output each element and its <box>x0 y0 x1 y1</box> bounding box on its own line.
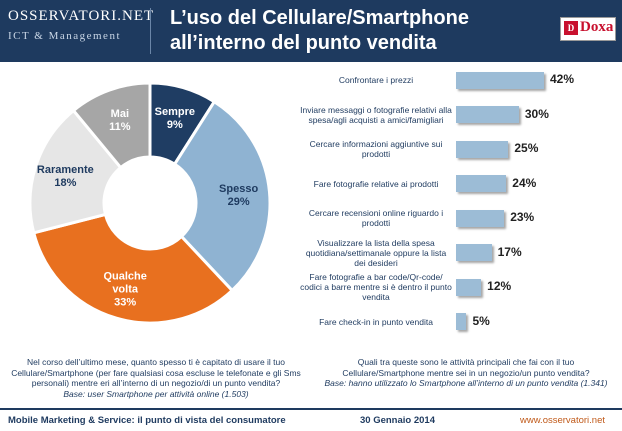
pie-question-base: Base: user Smartphone per attività onlin… <box>63 388 249 399</box>
bar-label-5: Cercare recensioni online riguardo i pro… <box>308 208 444 228</box>
bar-value-2: 30% <box>524 106 549 121</box>
bar-2 <box>456 106 519 123</box>
footer-date: 30 Gennaio 2014 <box>360 415 435 426</box>
doxa-logo: D Doxa <box>560 17 616 41</box>
footer-caption: Mobile Marketing & Service: il punto di … <box>8 415 286 426</box>
bar-chart: Confrontare i prezzi 42% Inviare messaggi … <box>300 62 622 352</box>
bar-question-base: Base: hanno utilizzato lo Smartphone all… <box>324 378 608 388</box>
bar-3 <box>456 140 509 158</box>
bar-label-8: Fare check-in in punto vendita <box>319 316 433 327</box>
doxa-logo-icon: D <box>564 21 578 35</box>
bar-5 <box>456 209 505 227</box>
bar-value-3: 25% <box>514 141 539 155</box>
bar-value-8: 5% <box>472 313 490 328</box>
bar-label-3: Cercare informazioni aggiuntive sui prod… <box>309 139 443 159</box>
bar-question-text: Quali tra queste sono le attività princi… <box>342 357 590 378</box>
logo-subtitle: ICT & Management <box>8 30 121 42</box>
bar-label-7: Fare fotografie a bar code/Qr-code/ codi… <box>300 272 452 302</box>
bar-label-6: Visualizzare la lista della spesa quotid… <box>305 237 447 268</box>
bar-question: Quali tra queste sono le attività princi… <box>318 357 614 389</box>
bar-value-7: 12% <box>487 279 512 293</box>
header-bar: OSSERVATORI.NET ICT & Management L’uso d… <box>0 0 622 62</box>
bar-value-5: 23% <box>510 210 535 224</box>
bar-label-4: Fare fotografie relative ai prodotti <box>313 178 439 189</box>
pie-question: Nel corso dell’ultimo mese, quanto spess… <box>10 357 302 399</box>
header-divider <box>150 8 151 54</box>
bar-value-6: 17% <box>497 244 522 259</box>
pie-slice-qualche-volta <box>31 212 235 325</box>
footer-divider <box>0 408 622 410</box>
pie-label-sempre: Sempre 9% <box>155 106 195 131</box>
bar-7 <box>456 278 482 296</box>
bar-value-4: 24% <box>512 175 537 190</box>
pie-label-raramente: Raramente 18% <box>37 164 94 189</box>
pie-label-qualche-volta: Qualche volta 33% <box>103 270 146 308</box>
pie-question-text: Nel corso dell’ultimo mese, quanto spess… <box>11 357 301 388</box>
pie-slice-spesso <box>172 99 272 293</box>
osservatori-logo: OSSERVATORI.NET <box>8 8 155 24</box>
bar-1 <box>456 71 544 89</box>
page-title: L’uso del Cellulare/Smartphone all’inter… <box>170 7 469 54</box>
bar-label-1: Confrontare i prezzi <box>338 75 414 85</box>
footer-link[interactable]: www.osservatori.net <box>520 415 606 426</box>
pie-chart-area: Sempre 9% Spesso 29% Qualche volta 33% Rarament… <box>0 62 300 352</box>
pie-label-mai: Mai 11% <box>109 108 131 133</box>
bar-label-2: Inviare messaggi o fotografie relativi a… <box>300 104 452 125</box>
bar-6 <box>456 244 492 261</box>
bar-value-1: 42% <box>550 72 575 86</box>
pie-slice-mai <box>71 81 152 170</box>
bar-8 <box>456 313 467 330</box>
pie-label-spesso: Spesso 29% <box>219 183 258 208</box>
doxa-logo-text: Doxa <box>580 19 614 35</box>
bar-4 <box>456 175 507 192</box>
pie-chart: Sempre 9% Spesso 29% Qualche volta 33% Rarament… <box>28 81 272 325</box>
